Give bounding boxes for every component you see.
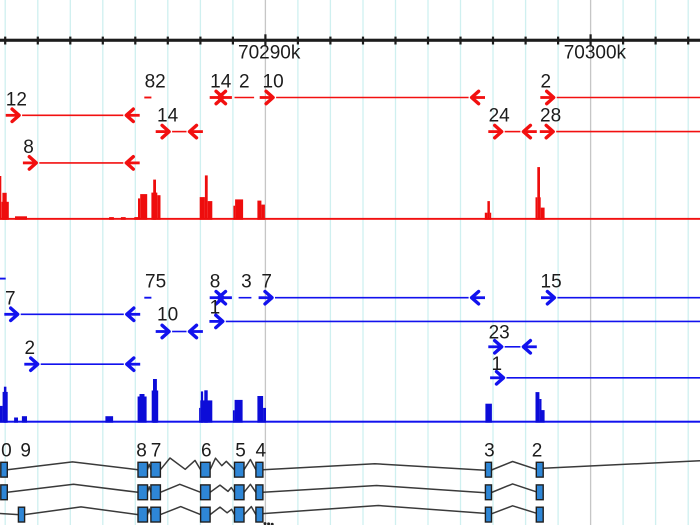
svg-text:2: 2 (532, 441, 543, 462)
svg-text:8: 8 (136, 441, 147, 462)
svg-text:7: 7 (5, 288, 16, 309)
svg-text:5: 5 (235, 441, 246, 462)
svg-text:2: 2 (239, 72, 250, 93)
svg-text:10: 10 (263, 72, 284, 93)
svg-text:28: 28 (540, 106, 561, 127)
svg-text:75: 75 (145, 272, 166, 293)
svg-text:4: 4 (256, 441, 267, 462)
svg-text:2: 2 (541, 72, 552, 93)
svg-text:14: 14 (157, 106, 179, 127)
svg-text:12: 12 (6, 89, 27, 110)
svg-text:3: 3 (241, 272, 252, 293)
svg-text:70290k: 70290k (238, 43, 301, 64)
svg-text:23: 23 (489, 323, 510, 344)
svg-text:24: 24 (489, 106, 511, 127)
svg-text:82: 82 (145, 72, 166, 93)
svg-text:7: 7 (261, 272, 272, 293)
svg-text:1: 1 (210, 298, 221, 319)
svg-text:6: 6 (201, 441, 212, 462)
svg-text:70300k: 70300k (564, 43, 627, 64)
svg-text:7: 7 (151, 441, 162, 462)
svg-text:8: 8 (210, 272, 221, 293)
svg-text:1: 1 (492, 354, 503, 375)
svg-text:9: 9 (20, 441, 31, 462)
svg-text:2: 2 (25, 338, 36, 359)
svg-text:15: 15 (541, 272, 562, 293)
svg-text:0: 0 (1, 441, 12, 462)
svg-text:14: 14 (210, 72, 232, 93)
svg-text:8: 8 (23, 137, 34, 158)
svg-text:10: 10 (157, 305, 178, 326)
svg-text:3: 3 (484, 441, 495, 462)
